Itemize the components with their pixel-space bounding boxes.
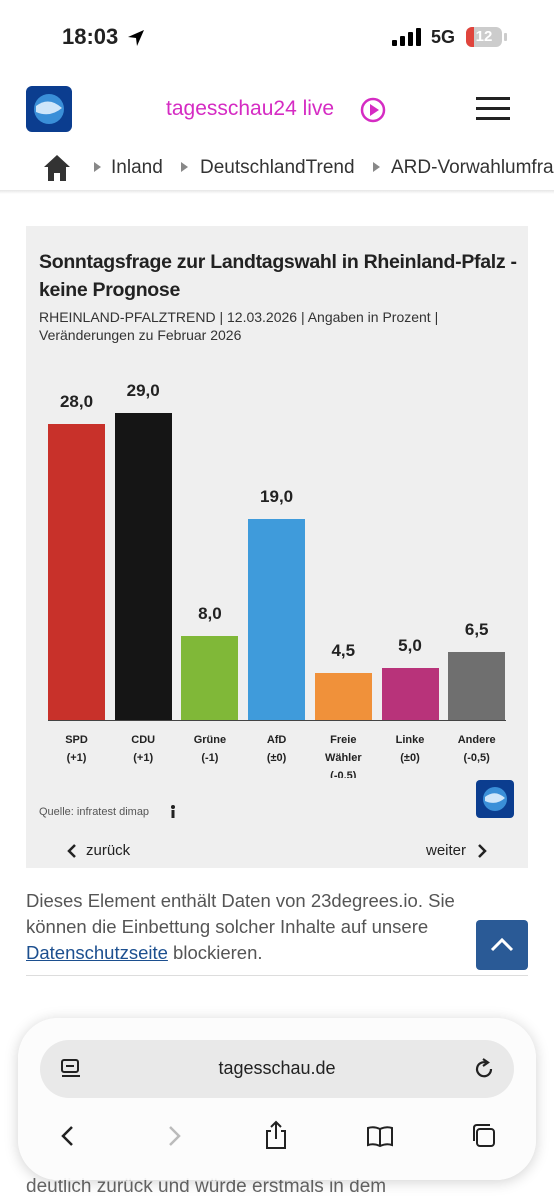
breadcrumb-item[interactable]: DeutschlandTrend (200, 157, 355, 178)
header-shadow (0, 190, 554, 194)
bar (114, 413, 172, 721)
category-label: Grüne (-1) (179, 731, 241, 767)
reload-icon[interactable] (472, 1057, 496, 1081)
crumb-arrow (181, 162, 188, 172)
battery-text: 12 (475, 28, 493, 45)
category-name: Linke (395, 734, 425, 746)
category-name: Grüne (193, 734, 227, 746)
chevron-up (490, 937, 514, 952)
crumb-arrow (373, 162, 380, 172)
category-label: Linke (±0) (379, 731, 441, 767)
next-chevron[interactable] (476, 843, 488, 859)
notice-tail: blockieren. (167, 942, 263, 963)
value-label: 4,5 (331, 641, 356, 661)
category-label: AfD (±0) (246, 731, 308, 767)
url: tagesschau.de (218, 1058, 336, 1078)
bar (181, 636, 239, 721)
value-label: 5,0 (398, 635, 422, 655)
notice: Dieses Element enthält Daten von 23degre… (26, 888, 504, 966)
category-name: Andere (457, 734, 496, 746)
share-icon[interactable] (264, 1120, 288, 1150)
battery-level (466, 27, 474, 47)
crumb-arrow (94, 162, 101, 172)
privacy-link[interactable]: Datenschutzseite (26, 942, 168, 963)
plot: 28,0 SPD (+1) 29,0 CDU (+1) 8,0 Grüne (-1) 19,0 Af… (26, 226, 528, 778)
menu-icon[interactable] (476, 96, 510, 122)
back-button[interactable]: zurück (86, 842, 131, 859)
category-change: (-0,5) (463, 752, 490, 764)
value-label: 29,0 (126, 381, 160, 400)
address-bar[interactable]: tagesschau.de (40, 1040, 514, 1098)
category-name: AfD (266, 734, 287, 746)
category-name: Freie Wähler (324, 734, 362, 764)
category-name: CDU (131, 734, 156, 746)
category-label: Freie Wähler (-0,5) (312, 731, 374, 778)
bar (248, 519, 306, 721)
back-chevron[interactable] (66, 843, 78, 859)
bar (448, 651, 506, 721)
article-text: deutlich zurück und würde erstmals in de… (26, 1176, 387, 1197)
browser-toolbar: tagesschau.de (18, 1018, 536, 1180)
network: 5G (431, 27, 456, 47)
value-label: 28,0 (59, 391, 94, 411)
category-change: (+1) (133, 752, 154, 764)
value-label: 19,0 (260, 487, 294, 507)
category-label: SPD (+1) (46, 731, 108, 767)
bar (381, 667, 439, 721)
battery: 12 (466, 27, 502, 47)
bar (48, 423, 105, 721)
baseline (48, 720, 506, 721)
category-change: (±0) (266, 752, 287, 764)
category-change: (±0) (400, 752, 420, 764)
chart-card: Sonntagsfrage zur Landtagswahl in Rheinl… (26, 226, 528, 868)
signal-icon (392, 28, 421, 46)
play-icon[interactable] (360, 97, 386, 123)
info-icon[interactable] (168, 804, 178, 820)
tabs-icon[interactable] (470, 1122, 498, 1150)
chart-source: Quelle: infratest dimap (39, 806, 150, 818)
notice-text: Dieses Element enthält Daten von 23degre… (26, 890, 455, 937)
category-name: SPD (65, 734, 88, 746)
chart-title: Sonntagsfrage zur Landtagswahl in Rheinl… (39, 251, 517, 301)
category-label: Andere (-0,5) (446, 731, 508, 767)
separator (26, 975, 528, 976)
home-icon[interactable] (43, 154, 71, 182)
bookmarks-icon[interactable] (366, 1124, 394, 1148)
next-button[interactable]: weiter (426, 842, 467, 859)
battery-cap (504, 33, 507, 41)
location-icon (128, 30, 144, 46)
value-label: 8,0 (198, 604, 222, 624)
category-label: CDU (+1) (112, 731, 174, 767)
reader-icon[interactable] (60, 1058, 82, 1080)
category-change: (+1) (66, 752, 87, 764)
time: 18:03 (62, 24, 119, 49)
chart-subtitle: RHEINLAND-PFALZTREND | 12.03.2026 | Anga… (39, 309, 439, 343)
nav-back[interactable] (58, 1124, 78, 1148)
breadcrumb-item[interactable]: Inland (111, 157, 163, 178)
logo[interactable] (26, 86, 72, 132)
nav-forward[interactable] (164, 1124, 184, 1148)
category-change: (-0,5) (330, 770, 357, 778)
value-label: 6,5 (464, 619, 489, 639)
chart-logo (476, 780, 514, 818)
live-link[interactable]: tagesschau24 live (166, 97, 335, 120)
category-change: (-1) (201, 752, 219, 764)
breadcrumb-item[interactable]: ARD-Vorwahlumfra (391, 157, 554, 178)
bar (314, 673, 372, 721)
scroll-top-button[interactable] (476, 920, 528, 970)
